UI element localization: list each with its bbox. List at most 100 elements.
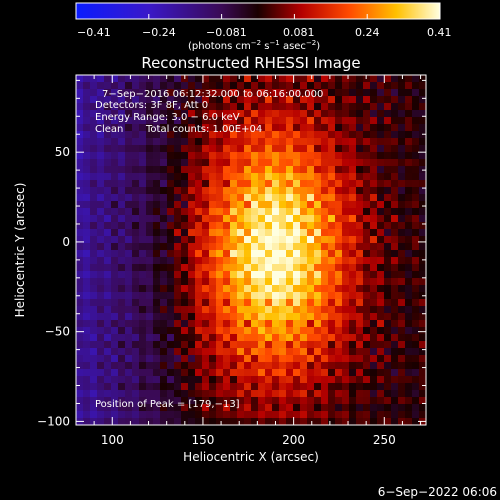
heatmap-cell (111, 250, 119, 258)
heatmap-cell (293, 215, 301, 223)
heatmap-cell (132, 348, 140, 356)
heatmap-cell (356, 75, 364, 83)
heatmap-cell (363, 215, 371, 223)
heatmap-cell (139, 75, 147, 83)
heatmap-cell (419, 187, 426, 195)
heatmap-cell (370, 243, 378, 251)
heatmap-cell (272, 250, 280, 258)
heatmap-cell (146, 411, 154, 419)
heatmap-cell (146, 355, 154, 363)
heatmap-cell (286, 404, 294, 412)
heatmap-cell (97, 320, 105, 328)
heatmap-cell (419, 173, 426, 181)
heatmap-cell (398, 334, 406, 342)
heatmap-cell (370, 278, 378, 286)
heatmap-cell (419, 124, 426, 132)
heatmap-cell (370, 159, 378, 167)
heatmap-cell (244, 82, 252, 90)
heatmap-cell (202, 306, 210, 314)
heatmap-cell (384, 103, 392, 111)
heatmap-cell (195, 404, 203, 412)
heatmap-cell (419, 89, 426, 97)
heatmap-cell (174, 390, 182, 398)
heatmap-cell (293, 194, 301, 202)
heatmap-cell (370, 327, 378, 335)
heatmap-cell (125, 285, 133, 293)
heatmap-cell (97, 348, 105, 356)
heatmap-cell (363, 138, 371, 146)
heatmap-cell (265, 418, 273, 425)
heatmap-cell (258, 376, 266, 384)
heatmap-cell (356, 376, 364, 384)
heatmap-cell (405, 145, 413, 153)
heatmap-cell (118, 306, 126, 314)
heatmap-cell (125, 75, 133, 83)
heatmap-cell (335, 362, 343, 370)
heatmap-cell (328, 166, 336, 174)
heatmap-cell (412, 306, 420, 314)
heatmap-cell (412, 299, 420, 307)
heatmap-cell (307, 271, 315, 279)
heatmap-cell (83, 397, 91, 405)
heatmap-cell (349, 96, 357, 104)
heatmap-cell (412, 341, 420, 349)
heatmap-cell (118, 404, 126, 412)
heatmap-cell (118, 383, 126, 391)
heatmap-cell (244, 292, 252, 300)
heatmap-cell (251, 257, 259, 265)
heatmap-cell (377, 75, 385, 83)
heatmap-cell (349, 89, 357, 97)
heatmap-cell (230, 173, 238, 181)
heatmap-cell (391, 299, 399, 307)
heatmap-cell (349, 278, 357, 286)
heatmap-cell (209, 187, 217, 195)
heatmap-cell (181, 145, 189, 153)
heatmap-cell (111, 75, 119, 83)
heatmap-cell (125, 96, 133, 104)
heatmap-cell (237, 285, 245, 293)
heatmap-cell (384, 159, 392, 167)
heatmap-cell (167, 194, 175, 202)
heatmap-cell (286, 138, 294, 146)
heatmap-cell (398, 131, 406, 139)
heatmap-cell (314, 250, 322, 258)
heatmap-cell (167, 89, 175, 97)
heatmap-cell (328, 201, 336, 209)
heatmap-cell (349, 383, 357, 391)
heatmap-cell (111, 145, 119, 153)
heatmap-cell (181, 194, 189, 202)
heatmap-cell (398, 173, 406, 181)
heatmap-cell (405, 166, 413, 174)
heatmap-cell (139, 103, 147, 111)
heatmap-cell (90, 243, 98, 251)
heatmap-cell (349, 131, 357, 139)
heatmap-cell (209, 264, 217, 272)
heatmap-cell (195, 320, 203, 328)
heatmap-cell (363, 397, 371, 405)
heatmap-cell (146, 89, 154, 97)
heatmap-cell (342, 313, 350, 321)
heatmap-cell (160, 194, 168, 202)
heatmap-cell (335, 222, 343, 230)
heatmap-cell (251, 229, 259, 237)
heatmap-cell (230, 278, 238, 286)
heatmap-cell (307, 334, 315, 342)
heatmap-cell (104, 404, 112, 412)
heatmap-cell (293, 390, 301, 398)
heatmap-cell (328, 145, 336, 153)
heatmap-cell (97, 89, 105, 97)
heatmap-cell (412, 201, 420, 209)
heatmap-cell (391, 278, 399, 286)
heatmap-cell (216, 355, 224, 363)
heatmap-cell (160, 222, 168, 230)
heatmap-cell (181, 404, 189, 412)
heatmap-cell (223, 418, 231, 425)
heatmap-cell (97, 180, 105, 188)
heatmap-cell (328, 285, 336, 293)
heatmap-cell (398, 320, 406, 328)
heatmap-cell (174, 208, 182, 216)
heatmap-cell (307, 306, 315, 314)
heatmap-cell (342, 215, 350, 223)
heatmap-cell (118, 82, 126, 90)
